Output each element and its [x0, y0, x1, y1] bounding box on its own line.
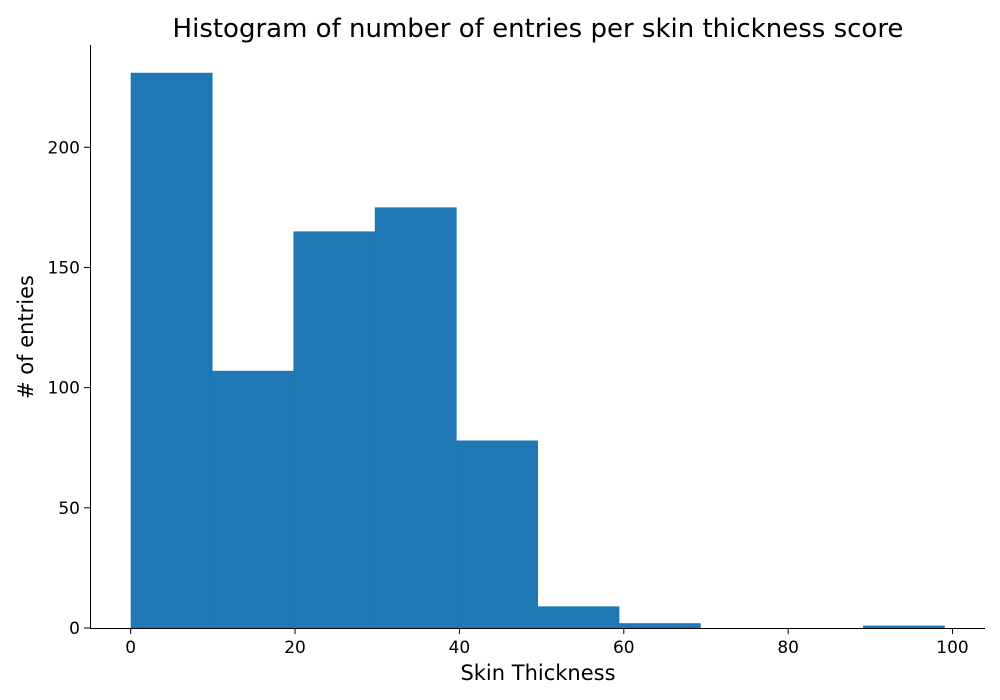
histogram-bar: [212, 370, 294, 628]
bars-group: [130, 72, 945, 628]
histogram-bar: [618, 623, 701, 628]
y-tick-label: 0: [69, 619, 80, 639]
x-tick-label: 100: [936, 638, 968, 658]
y-tick-label: 50: [58, 499, 80, 519]
chart-title: Histogram of number of entries per skin …: [173, 14, 904, 44]
y-axis-ticks: 0 50 100 150 200: [48, 138, 90, 639]
y-axis-label: # of entries: [14, 275, 38, 399]
x-tick-label: 20: [284, 638, 306, 658]
histogram-bar: [130, 72, 213, 628]
x-axis-label: Skin Thickness: [460, 661, 615, 685]
histogram-bar: [537, 606, 620, 628]
x-tick-label: 60: [613, 638, 635, 658]
histogram-bar: [456, 440, 538, 628]
x-tick-label: 40: [449, 638, 471, 658]
x-axis-ticks: 0 20 40 60 80 100: [125, 628, 969, 658]
y-tick-label: 150: [48, 258, 80, 278]
y-tick-label: 100: [48, 379, 80, 399]
histogram-bar: [374, 207, 457, 628]
x-tick-label: 80: [777, 638, 799, 658]
histogram-bar: [293, 231, 376, 628]
y-tick-label: 200: [48, 138, 80, 158]
histogram-bar: [862, 625, 945, 628]
x-tick-label: 0: [125, 638, 136, 658]
